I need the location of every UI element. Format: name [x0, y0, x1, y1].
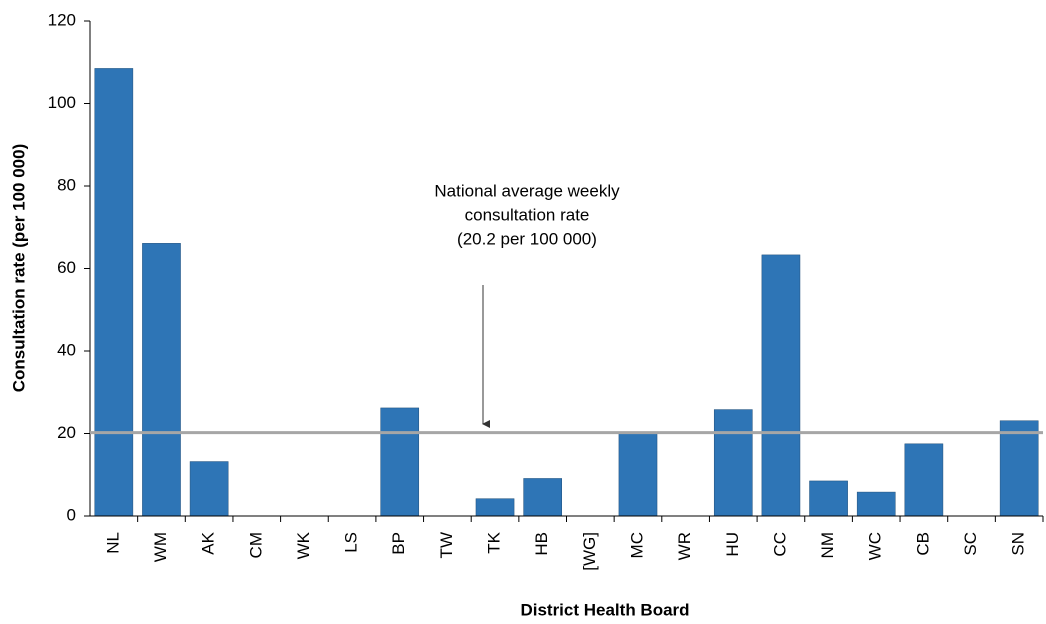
x-tick-label: BP: [389, 532, 408, 555]
y-tick-label: 80: [57, 175, 76, 194]
y-tick-label: 0: [67, 505, 76, 524]
bar: [523, 478, 562, 517]
x-tick-label: WK: [294, 531, 313, 559]
x-tick-label: LS: [342, 532, 361, 553]
bar: [475, 498, 515, 517]
y-tick-label: 20: [57, 423, 76, 442]
bar: [94, 68, 134, 517]
bar: [999, 420, 1039, 517]
x-tick-label: WM: [151, 532, 170, 562]
bar: [380, 407, 420, 517]
y-tick-label: 60: [57, 258, 76, 277]
x-tick-label: TW: [437, 532, 456, 558]
bar: [142, 243, 181, 517]
bar: [856, 491, 896, 517]
x-axis-title: District Health Board: [520, 600, 689, 619]
bar: [809, 480, 848, 517]
x-tick-label: AK: [199, 531, 218, 554]
y-tick-label: 40: [57, 340, 76, 359]
x-tick-label: SC: [961, 532, 980, 556]
y-tick-label: 100: [48, 93, 76, 112]
x-tick-label: WR: [675, 532, 694, 560]
y-axis-title: Consultation rate (per 100 000): [9, 144, 28, 392]
x-tick-label: NM: [818, 532, 837, 558]
x-tick-label: HB: [532, 532, 551, 556]
x-tick-label: NL: [103, 532, 122, 554]
annotation-text: consultation rate: [465, 205, 590, 224]
x-tick-label: CB: [913, 532, 932, 556]
x-tick-label: CM: [246, 532, 265, 558]
x-tick-label: SN: [1009, 532, 1028, 556]
bar: [618, 433, 658, 517]
x-tick-label: [WG]: [580, 532, 599, 571]
bar: [713, 409, 753, 517]
x-tick-label: TK: [485, 531, 504, 553]
annotation-text: National average weekly: [434, 181, 620, 200]
annotation-text: (20.2 per 100 000): [457, 229, 597, 248]
y-tick-label: 120: [48, 10, 76, 29]
bar: [761, 254, 801, 517]
bar: [189, 461, 229, 517]
bar: [904, 443, 944, 517]
x-tick-label: MC: [627, 532, 646, 558]
x-tick-label: HU: [723, 532, 742, 557]
x-tick-label: WC: [866, 532, 885, 560]
x-tick-label: CC: [770, 532, 789, 557]
